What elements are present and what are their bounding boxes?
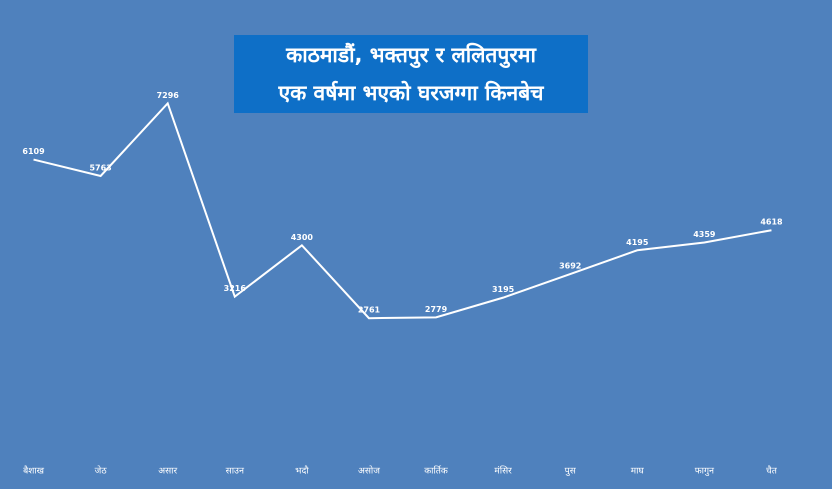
data-label: 4300 — [291, 233, 314, 242]
x-tick-label: असार — [158, 467, 177, 477]
data-label: 2779 — [425, 305, 448, 314]
x-tick-label: असोज — [358, 465, 380, 477]
x-tick-label: भदौ — [295, 465, 309, 477]
data-label: 3195 — [492, 285, 515, 294]
data-label: 5763 — [89, 163, 111, 172]
x-tick-label: बैशाख — [23, 465, 45, 477]
x-tick-label: मंसिर — [494, 465, 512, 477]
data-label: 4359 — [693, 230, 716, 239]
data-line — [33, 101, 772, 320]
title-box — [234, 35, 588, 113]
x-tick-label: साउन — [226, 467, 245, 477]
chart-title: एक वर्षमा भएको घरजग्गा किनबेच — [277, 80, 545, 105]
data-label: 4195 — [626, 238, 649, 247]
x-tick-label: फागुन — [695, 467, 715, 477]
data-label: 2761 — [358, 306, 381, 315]
x-tick-label: कार्तिक — [424, 465, 449, 477]
x-tick-label: पुस — [565, 467, 577, 477]
data-label: 4618 — [760, 218, 783, 227]
x-tick-label: माघ — [631, 467, 645, 477]
x-tick-label: चैत — [766, 465, 778, 477]
data-label: 3692 — [559, 262, 581, 271]
data-label: 7296 — [157, 91, 180, 100]
chart-title: काठमाडौं, भक्तपुर र ललितपुरमा — [285, 42, 537, 69]
data-label: 6109 — [22, 147, 45, 156]
x-tick-label: जेठ — [95, 465, 108, 477]
data-label: 3216 — [224, 284, 247, 293]
